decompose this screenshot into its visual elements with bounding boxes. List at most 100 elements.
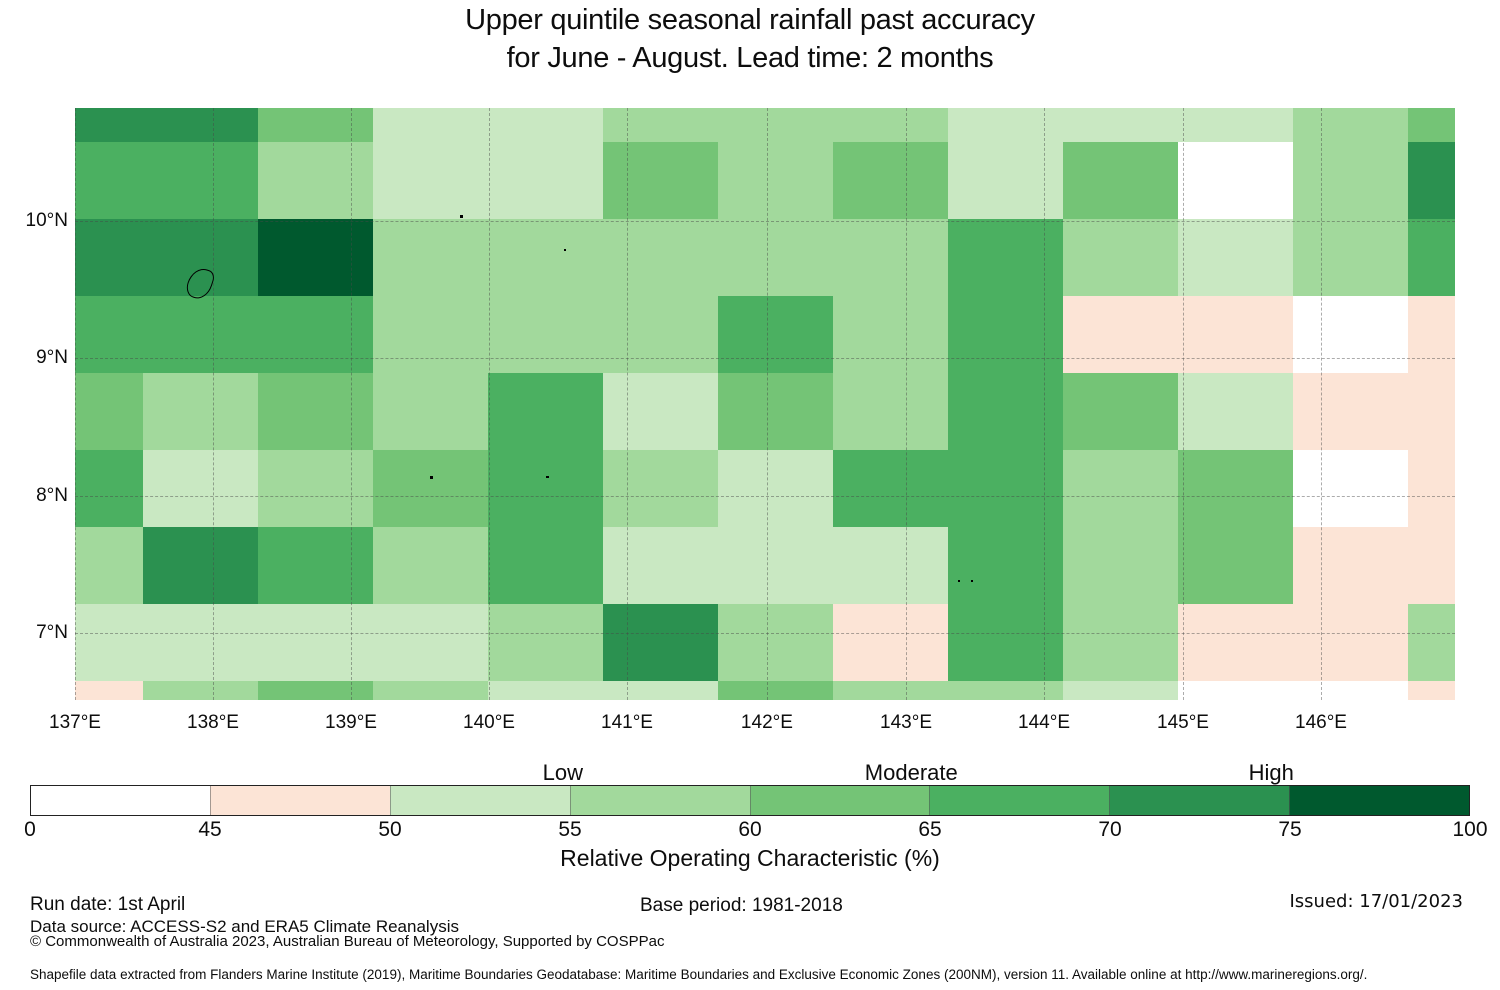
colorbar-tick-label: 45 (198, 818, 222, 841)
heatmap-cell (372, 603, 489, 682)
longitude-gridline (627, 108, 628, 700)
heatmap-cell (1292, 449, 1409, 528)
heatmap-cell (257, 603, 374, 682)
heatmap-cell (75, 141, 144, 220)
heatmap-cell (75, 108, 144, 143)
heatmap-cell (1407, 372, 1456, 451)
x-tick-label: 138°E (187, 712, 239, 733)
heatmap-cell (143, 108, 259, 143)
heatmap-cell (833, 527, 949, 605)
heatmap-cell (717, 108, 834, 143)
longitude-gridline (75, 108, 76, 700)
colorbar-segment (929, 786, 1110, 815)
colorbar-tick-label: 65 (918, 818, 942, 841)
heatmap-cell (602, 219, 719, 297)
heatmap-cell (1292, 219, 1409, 297)
heatmap-cell (1178, 449, 1294, 528)
heatmap-cell (1407, 141, 1456, 220)
heatmap-cell (143, 219, 259, 297)
heatmap-cell (947, 680, 1064, 701)
heatmap-cell (372, 141, 489, 220)
chart-title-line1: Upper quintile seasonal rainfall past ac… (465, 4, 1035, 36)
heatmap-cell (1407, 603, 1456, 682)
heatmap-cell (257, 219, 374, 297)
heatmap-cell (1178, 296, 1294, 374)
heatmap-cell (602, 372, 719, 451)
heatmap-cell (1062, 372, 1179, 451)
heatmap-cell (257, 449, 374, 528)
colorbar-category-label: Low (542, 760, 583, 785)
longitude-gridline (351, 108, 352, 700)
colorbar-tick-label: 55 (558, 818, 582, 841)
y-tick-label: 9°N (36, 346, 68, 368)
heatmap-cell (1178, 219, 1294, 297)
heatmap-cell (488, 680, 604, 701)
heatmap-cell (372, 108, 489, 143)
x-tick-label: 145°E (1157, 712, 1209, 733)
heatmap-cell (947, 296, 1064, 374)
x-tick-label: 139°E (325, 712, 377, 733)
colorbar-segment (569, 786, 750, 815)
colorbar-tick-label: 50 (378, 818, 402, 841)
heatmap-cell (1292, 108, 1409, 143)
colorbar-segment (389, 786, 570, 815)
heatmap-cell (257, 108, 374, 143)
colorbar-axis-label: Relative Operating Characteristic (%) (560, 845, 940, 871)
footer-data-source: Data source: ACCESS-S2 and ERA5 Climate … (30, 917, 459, 936)
island-dot (958, 580, 961, 583)
latitude-gridline (75, 357, 1455, 359)
heatmap-cell (717, 372, 834, 451)
heatmap-cell (947, 141, 1064, 220)
heatmap-cell (1292, 372, 1409, 451)
heatmap-cell (1062, 219, 1179, 297)
heatmap-cell (1178, 108, 1294, 143)
x-tick-label: 141°E (601, 712, 653, 733)
colorbar-tick-label: 75 (1278, 818, 1302, 841)
heatmap-cell (257, 141, 374, 220)
heatmap-cell (833, 219, 949, 297)
island-dot (970, 580, 973, 583)
colorbar-segment (749, 786, 930, 815)
heatmap-cell (947, 449, 1064, 528)
heatmap-cell (1407, 296, 1456, 374)
heatmap-cell (717, 603, 834, 682)
heatmap-cell (143, 141, 259, 220)
heatmap-cell (833, 680, 949, 701)
footer-run-date: Run date: 1st April (30, 894, 186, 915)
heatmap-cell (1178, 372, 1294, 451)
heatmap-cell (717, 527, 834, 605)
heatmap-cell (1407, 449, 1456, 528)
heatmap-cell (143, 296, 259, 374)
heatmap-cell (1407, 219, 1456, 297)
heatmap-cell (488, 296, 604, 374)
heatmap-cell (947, 527, 1064, 605)
heatmap-cell (947, 603, 1064, 682)
heatmap-cell (488, 372, 604, 451)
heatmap-cell (75, 603, 144, 682)
colorbar-segment (209, 786, 390, 815)
x-tick-label: 140°E (463, 712, 515, 733)
longitude-gridline (1321, 108, 1322, 700)
heatmap-cell (1062, 449, 1179, 528)
heatmap-cell (833, 108, 949, 143)
x-tick-label: 142°E (740, 712, 793, 733)
heatmap-cell (143, 527, 259, 605)
colorbar (30, 785, 1470, 816)
heatmap-cell (1178, 603, 1294, 682)
footer-copyright: © Commonwealth of Australia 2023, Austra… (30, 933, 665, 950)
rainfall-accuracy-heatmap (75, 108, 1456, 701)
heatmap-cell (1292, 296, 1409, 374)
heatmap-cell (1407, 680, 1456, 701)
island-dot (563, 249, 566, 252)
heatmap-cell (602, 527, 719, 605)
heatmap-cell (833, 603, 949, 682)
heatmap-cell (75, 219, 144, 297)
heatmap-cell (1292, 527, 1409, 605)
heatmap-cell (143, 372, 259, 451)
x-tick-label: 143°E (880, 712, 933, 733)
heatmap-cell (143, 449, 259, 528)
heatmap-cell (1178, 527, 1294, 605)
colorbar-category-label: Moderate (864, 760, 958, 785)
heatmap-cell (602, 296, 719, 374)
heatmap-cell (372, 527, 489, 605)
